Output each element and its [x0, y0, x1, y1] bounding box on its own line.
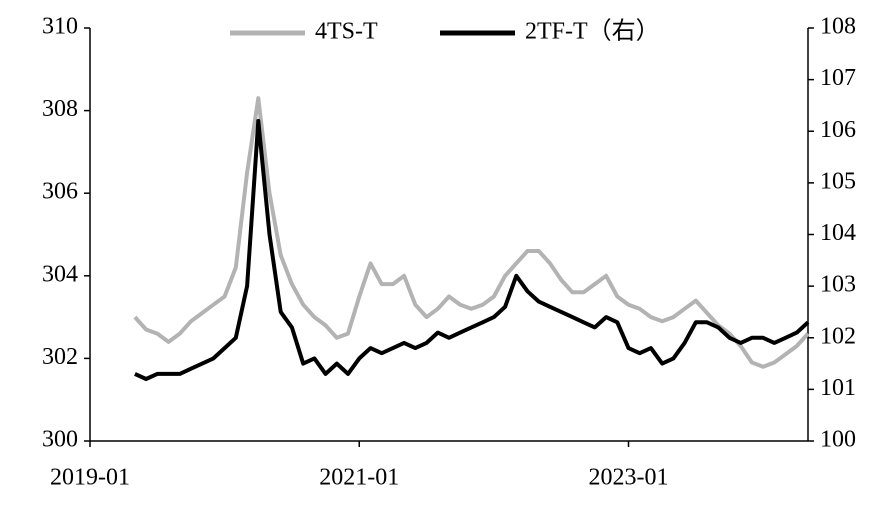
series-line	[134, 118, 810, 381]
y2-tick-label: 104	[820, 220, 856, 246]
y-tick-label: 300	[42, 427, 78, 453]
y2-tick-label: 107	[820, 65, 856, 91]
y-tick-label: 310	[42, 14, 78, 40]
legend-label: 4TS-T	[315, 19, 378, 45]
x-tick-label: 2021-01	[319, 465, 399, 491]
x-tick-label: 2019-01	[50, 465, 130, 491]
y2-tick-label: 100	[820, 427, 856, 453]
y2-tick-label: 106	[820, 117, 856, 143]
y2-tick-label: 101	[820, 375, 856, 401]
y2-tick-label: 105	[820, 168, 856, 194]
y2-tick-label: 103	[820, 272, 856, 298]
y-tick-label: 304	[42, 261, 78, 287]
y2-tick-label: 102	[820, 323, 856, 349]
x-tick-label: 2023-01	[589, 465, 669, 491]
series-line	[133, 96, 810, 369]
y-tick-label: 308	[42, 96, 78, 122]
y2-tick-label: 108	[820, 14, 856, 40]
y-tick-label: 306	[42, 179, 78, 205]
legend-label: 2TF-T（右）	[525, 18, 660, 45]
y-tick-label: 302	[42, 344, 78, 370]
